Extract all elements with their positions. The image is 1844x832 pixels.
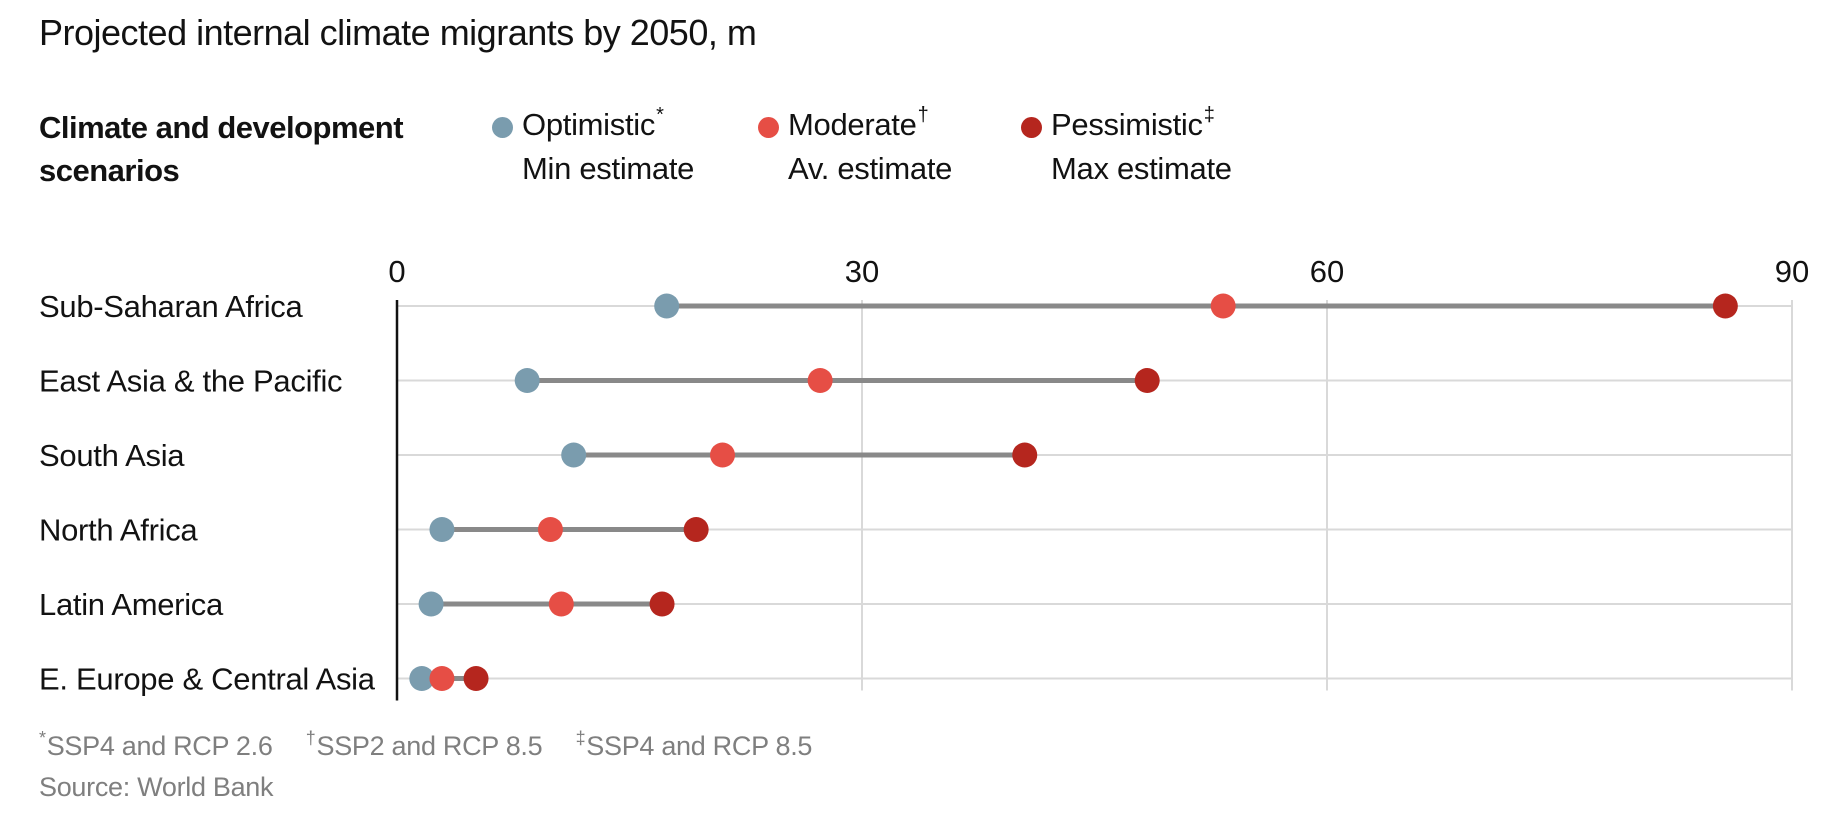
dot-pessimistic [1712,293,1738,319]
dot-pessimistic [649,591,675,617]
x-tick-label: 60 [1310,254,1344,289]
category-label: E. Europe & Central Asia [39,662,376,697]
dot-optimistic [418,591,444,617]
x-tick-label: 0 [388,254,405,289]
legend-label-pessimistic: Pessimistic‡ [1051,104,1215,142]
footnote-2: †SSP2 and RCP 8.5 [305,728,543,761]
dot-optimistic [654,293,680,319]
legend-sub-pessimistic: Max estimate [1051,151,1232,186]
x-tick-label: 90 [1775,254,1809,289]
category-label: South Asia [39,438,185,473]
legend-dot-optimistic [492,117,513,138]
category-label: Latin America [39,587,224,622]
chart-subtitle: Projected internal climate migrants by 2… [39,12,757,53]
dot-pessimistic [1134,368,1160,393]
legend-sub-moderate: Av. estimate [788,151,953,186]
dot-optimistic [561,442,587,468]
legend-sub-optimistic: Min estimate [522,151,695,186]
x-tick-label: 30 [845,254,879,289]
dot-moderate [548,591,574,617]
footnotes: *SSP4 and RCP 2.6 †SSP2 and RCP 8.5 ‡SSP… [39,728,838,762]
footnote-3: ‡SSP4 and RCP 8.5 [575,728,813,761]
dot-optimistic [429,517,455,542]
footnote-1: *SSP4 and RCP 2.6 [39,728,273,761]
dot-pessimistic [463,666,489,691]
dot-moderate [710,442,735,468]
dot-moderate [1210,293,1236,319]
legend-label-moderate: Moderate† [788,104,929,142]
legend-dot-moderate [758,117,779,138]
dot-moderate [429,666,455,691]
dot-optimistic [409,666,435,691]
dot-moderate [537,517,563,542]
legend-label-optimistic: Optimistic* [522,104,664,142]
dot-optimistic [514,368,540,393]
dot-range-chart: 0 30 60 90 Sub-Saharan Africa East Asia & th… [39,254,1809,701]
source-note: Source: World Bank [39,772,274,802]
dot-pessimistic [1012,442,1038,468]
legend-title-line-1: Climate and development [39,110,404,145]
legend-dot-pessimistic [1021,117,1042,138]
x-tick-labels: 0 30 60 90 [388,254,1809,289]
category-label: Sub-Saharan Africa [39,289,303,324]
dot-moderate [807,368,833,393]
category-label: East Asia & the Pacific [39,364,342,399]
legend-title: Climate and development scenarios [39,106,404,192]
legend-title-line-2: scenarios [39,153,180,188]
chart-rows: Sub-Saharan Africa East Asia & the Pacifi… [39,289,1738,697]
category-label: North Africa [39,513,198,548]
dot-pessimistic [683,517,709,542]
gridlines [397,300,1793,691]
